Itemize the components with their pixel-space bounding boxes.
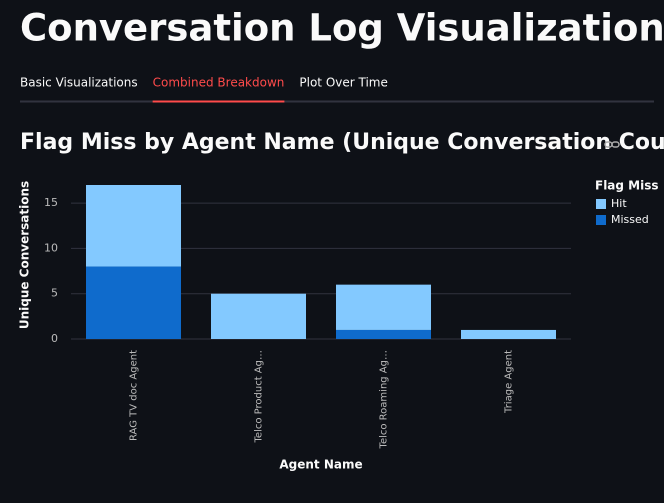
bar-segment <box>211 293 306 339</box>
tab[interactable]: Plot Over Time <box>299 76 387 90</box>
link-icon[interactable] <box>604 141 620 148</box>
tab-bar: Basic Visualizations Combined Breakdown Pl… <box>20 76 388 103</box>
y-tick-label: 15 <box>44 196 58 209</box>
bar-segment <box>336 329 431 339</box>
legend-label: Missed <box>611 213 649 226</box>
x-tick-label: RAG TV doc Agent <box>129 350 140 441</box>
chart-title: Flag Miss by Agent Name (Unique Conversa… <box>20 130 664 155</box>
y-axis-title: Unique Conversations <box>18 181 32 329</box>
x-tick-label: Telco Product Ag… <box>254 350 265 443</box>
page-title: Conversation Log Visualizations <box>20 7 664 50</box>
x-tick-label: Telco Roaming Ag… <box>379 350 390 449</box>
bar-segment <box>86 266 181 339</box>
legend-label: Hit <box>611 197 627 210</box>
tab[interactable]: Basic Visualizations <box>20 76 138 90</box>
tab[interactable]: Combined Breakdown <box>153 76 285 90</box>
y-tick-label: 10 <box>44 241 58 254</box>
legend-title: Flag Miss <box>595 179 659 193</box>
bar-segment <box>336 284 431 330</box>
bar-segment <box>461 329 556 339</box>
bar-segment <box>86 185 181 267</box>
x-tick-label: Triage Agent <box>504 350 515 414</box>
x-axis-title: Agent Name <box>279 458 362 472</box>
legend-swatch <box>596 199 606 209</box>
legend-swatch <box>596 215 606 225</box>
y-tick-label: 0 <box>51 332 58 345</box>
y-tick-label: 5 <box>51 287 58 300</box>
